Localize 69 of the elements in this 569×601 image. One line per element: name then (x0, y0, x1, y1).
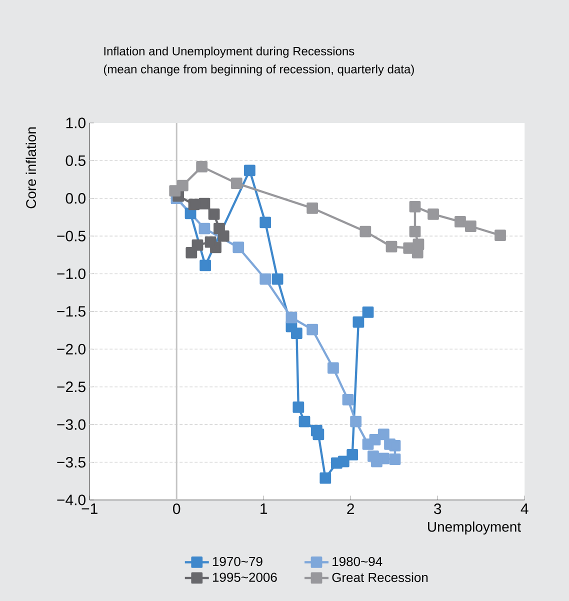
x-tick-label: 3 (434, 503, 442, 514)
point (378, 428, 390, 440)
point (230, 178, 242, 189)
x-tick-label: 1 (260, 503, 268, 514)
point (328, 362, 339, 374)
point (428, 208, 439, 220)
legend-label: 1980~94 (332, 556, 382, 566)
y-tick-label: −4.0 (57, 494, 86, 506)
y-axis-title: Core inflation (26, 127, 36, 208)
point (368, 450, 379, 462)
point (409, 200, 421, 212)
point (177, 180, 188, 192)
point (272, 273, 284, 285)
legend-label: 1995~2006 (212, 572, 277, 582)
point (188, 198, 200, 210)
point (208, 208, 220, 220)
point (362, 306, 374, 318)
y-tick-label: −2.0 (57, 344, 86, 354)
y-tick-label: −3.5 (57, 456, 86, 468)
y-tick-label: −3.0 (57, 419, 86, 430)
point (204, 236, 216, 248)
x-axis-title: Unemployment (428, 521, 521, 535)
y-tick-label: −2.5 (57, 382, 86, 392)
point (218, 230, 230, 242)
x-tick-label: −1 (82, 503, 98, 514)
point (298, 416, 310, 428)
legend-label: 1970~79 (212, 556, 262, 566)
point (198, 222, 210, 234)
x-tick-label: 0 (173, 503, 180, 514)
point (454, 216, 466, 228)
point (360, 226, 372, 238)
chart-subtitle: (mean change from beginning of recession, quarterly data) (104, 64, 414, 76)
point (386, 240, 398, 252)
point (312, 428, 324, 440)
point (320, 472, 332, 484)
point (350, 416, 362, 428)
y-tick-label: 0.0 (66, 193, 86, 204)
point (244, 164, 256, 176)
point (196, 160, 208, 172)
point (260, 216, 272, 228)
point (409, 226, 421, 238)
point (306, 324, 318, 336)
point (290, 328, 302, 340)
chart-title: Inflation and Unemployment during Recessions (104, 46, 354, 58)
legend-label: Great Recession (332, 572, 428, 582)
point (186, 246, 198, 258)
point (342, 394, 354, 406)
point (292, 402, 304, 413)
point (306, 202, 318, 214)
point (352, 316, 364, 328)
point (389, 440, 401, 452)
x-tick-label: 4 (520, 503, 528, 514)
y-tick-label: 0.5 (66, 155, 86, 166)
point (338, 456, 350, 468)
x-tick-label: 2 (347, 503, 354, 514)
y-tick-label: 1.0 (66, 118, 86, 128)
point (346, 449, 358, 460)
y-tick-label: −1.0 (57, 268, 86, 280)
y-tick-label: −1.5 (57, 306, 86, 317)
point (494, 230, 506, 242)
point (286, 312, 298, 324)
point (198, 198, 210, 210)
point (412, 238, 424, 250)
point (200, 260, 212, 272)
y-tick-label: −0.5 (57, 230, 86, 242)
point (389, 454, 401, 465)
point (260, 273, 272, 285)
point (464, 220, 476, 232)
point (232, 242, 244, 254)
